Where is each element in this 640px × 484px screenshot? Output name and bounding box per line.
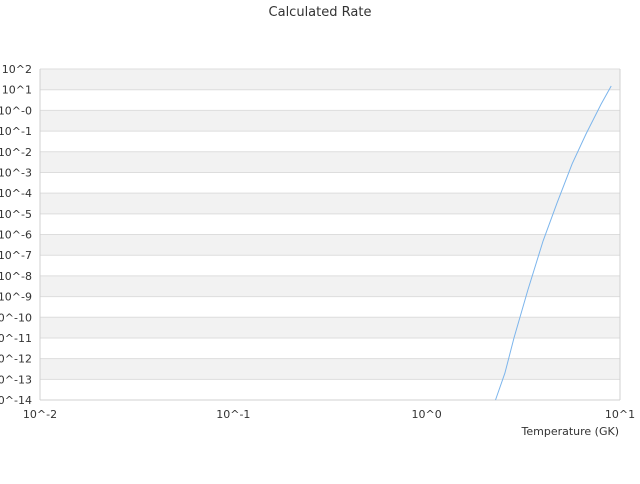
chart-title: Calculated Rate	[269, 5, 372, 20]
y-tick-label: 10^-8	[0, 270, 32, 283]
y-tick-label: 10^-6	[0, 229, 32, 242]
y-tick-label: 10^-11	[0, 332, 32, 345]
grid-band	[40, 213, 620, 235]
grid-band	[40, 172, 620, 194]
x-tick-label: 10^-1	[216, 408, 250, 421]
y-tick-label: 10^-5	[0, 208, 32, 221]
y-tick-label: 10^-12	[0, 353, 32, 366]
grid-band	[40, 358, 620, 380]
x-tick-label: 10^-2	[23, 408, 57, 421]
y-tick-label: 10^-7	[0, 249, 32, 262]
y-tick-label: 10^-3	[0, 166, 32, 179]
grid-band	[40, 131, 620, 152]
grid-band	[40, 151, 620, 173]
y-tick-label: 10^-4	[0, 187, 32, 200]
y-tick-label: 10^-14	[0, 394, 32, 407]
x-tick-label: 10^0	[412, 408, 442, 421]
grid-band	[40, 255, 620, 276]
y-tick-label: 10^-0	[0, 104, 32, 117]
x-tick-label: 10^1	[605, 408, 635, 421]
grid-band	[40, 275, 620, 297]
grid-band	[40, 110, 620, 132]
y-tick-label: 10^2	[2, 63, 32, 76]
y-tick-label: 10^-2	[0, 146, 32, 159]
grid-band	[40, 317, 620, 338]
grid-band	[40, 337, 620, 359]
grid-band	[40, 89, 620, 111]
grid-band	[40, 379, 620, 400]
y-tick-label: 10^-10	[0, 311, 32, 324]
grid-band	[40, 69, 620, 90]
y-tick-label: 10^-1	[0, 125, 32, 138]
grid-band	[40, 234, 620, 256]
x-axis-label: Temperature (GK)	[521, 425, 620, 438]
grid-band	[40, 296, 620, 318]
y-tick-label: 10^-13	[0, 373, 32, 386]
y-tick-label: 10^-9	[0, 291, 32, 304]
series-line	[495, 85, 612, 401]
y-tick-label: 10^1	[2, 84, 32, 97]
grid-band	[40, 193, 620, 214]
